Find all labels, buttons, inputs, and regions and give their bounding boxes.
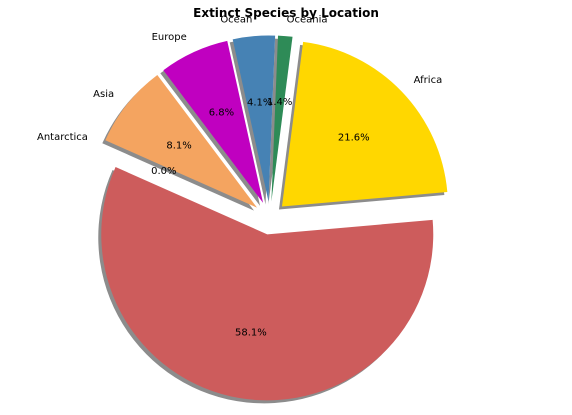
slice-america — [101, 166, 434, 401]
category-label-antarctica: Antarctica — [37, 132, 88, 143]
category-label-africa: Africa — [414, 75, 443, 86]
slice-europe — [163, 40, 264, 203]
percent-label-antarctica: 0.0% — [151, 166, 176, 177]
percent-label-oceania: 1.4% — [267, 97, 292, 108]
slice-africa — [281, 41, 448, 207]
percent-label-ocean: 4.1% — [247, 97, 272, 108]
slice-layer — [101, 35, 448, 401]
percent-label-asia: 8.1% — [166, 141, 191, 152]
percent-label-america: 58.1% — [235, 328, 267, 339]
category-label-ocean: Ocean — [220, 15, 252, 26]
category-label-asia: Asia — [93, 89, 114, 100]
slice-ocean — [232, 35, 276, 202]
percent-label-europe: 6.8% — [209, 107, 234, 118]
percent-label-africa: 21.6% — [338, 133, 370, 144]
slice-asia — [105, 74, 258, 208]
chart-title: Extinct Species by Location — [193, 6, 379, 20]
category-label-europe: Europe — [152, 32, 187, 43]
category-label-oceania: Oceania — [287, 14, 328, 25]
slice-oceania — [271, 35, 293, 202]
